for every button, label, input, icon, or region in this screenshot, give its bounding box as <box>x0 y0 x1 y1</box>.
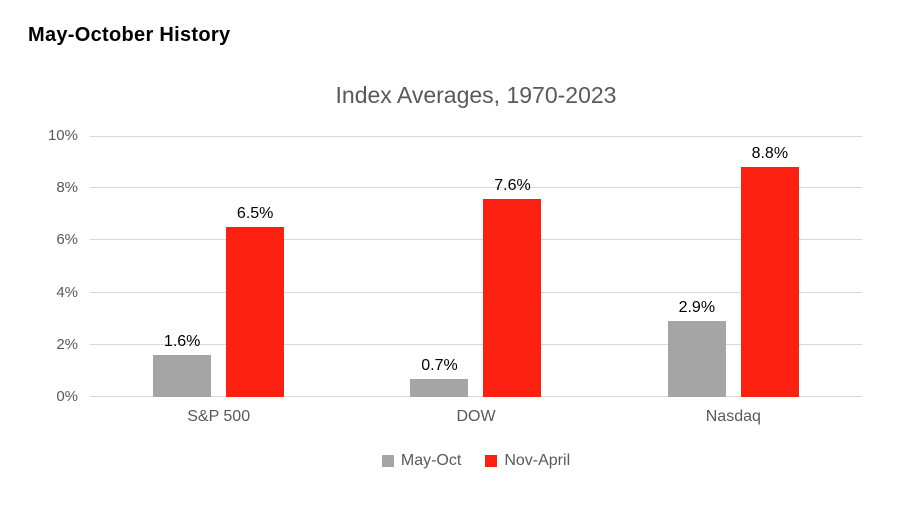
bar-wrap: 0.7% <box>410 136 469 397</box>
bar <box>410 378 469 397</box>
y-tick-label: 0% <box>56 388 78 405</box>
bar-group: 2.9% 8.8% <box>605 136 862 397</box>
bar-wrap: 1.6% <box>153 136 212 397</box>
bar <box>483 198 542 397</box>
y-tick-label: 6% <box>56 231 78 249</box>
bar-value-label: 1.6% <box>163 333 201 351</box>
gridline <box>90 396 862 397</box>
page-title: May-October History <box>28 24 231 46</box>
bar-value-label: 0.7% <box>421 356 458 374</box>
bar-wrap: 6.5% <box>226 136 285 397</box>
x-category-label: S&P 500 <box>187 408 251 425</box>
bar-value-label: 7.6% <box>494 176 531 194</box>
x-category-label: Nasdaq <box>705 408 761 425</box>
legend-label: May-Oct <box>400 452 462 469</box>
gridline <box>90 187 862 189</box>
legend: May-Oct Nov-April <box>90 452 862 470</box>
x-category-label: DOW <box>456 408 496 425</box>
bar-wrap: 8.8% <box>740 136 799 397</box>
legend-item: May-Oct <box>381 452 462 470</box>
legend-item: Nov-April <box>485 452 570 470</box>
bar-value-label: 6.5% <box>236 205 274 223</box>
gridline <box>90 136 862 137</box>
y-tick-label: 8% <box>56 179 78 197</box>
gridline <box>90 291 862 293</box>
gridline <box>90 239 862 241</box>
bar-group: 0.7% 7.6% <box>347 136 604 397</box>
bar-wrap: 2.9% <box>667 136 726 397</box>
bar <box>153 355 212 397</box>
x-axis: S&P 500 DOW Nasdaq <box>90 408 862 426</box>
legend-swatch <box>485 455 498 467</box>
y-tick-label: 10% <box>47 127 78 144</box>
bar <box>226 227 285 397</box>
legend-swatch <box>381 455 394 467</box>
bar-value-label: 2.9% <box>678 299 716 317</box>
bar-value-label: 8.8% <box>751 145 789 163</box>
plot-area: 1.6% 6.5% 0.7% 7.6% 2.9% 8.8% <box>90 136 862 397</box>
bar <box>667 321 726 397</box>
y-tick-label: 4% <box>56 283 78 301</box>
chart-title: Index Averages, 1970-2023 <box>335 82 617 108</box>
y-tick-label: 2% <box>56 335 78 353</box>
bar-wrap: 7.6% <box>483 136 542 397</box>
gridline <box>90 343 862 345</box>
legend-label: Nov-April <box>504 452 571 469</box>
bar-group: 1.6% 6.5% <box>90 136 347 397</box>
bar <box>740 167 799 397</box>
